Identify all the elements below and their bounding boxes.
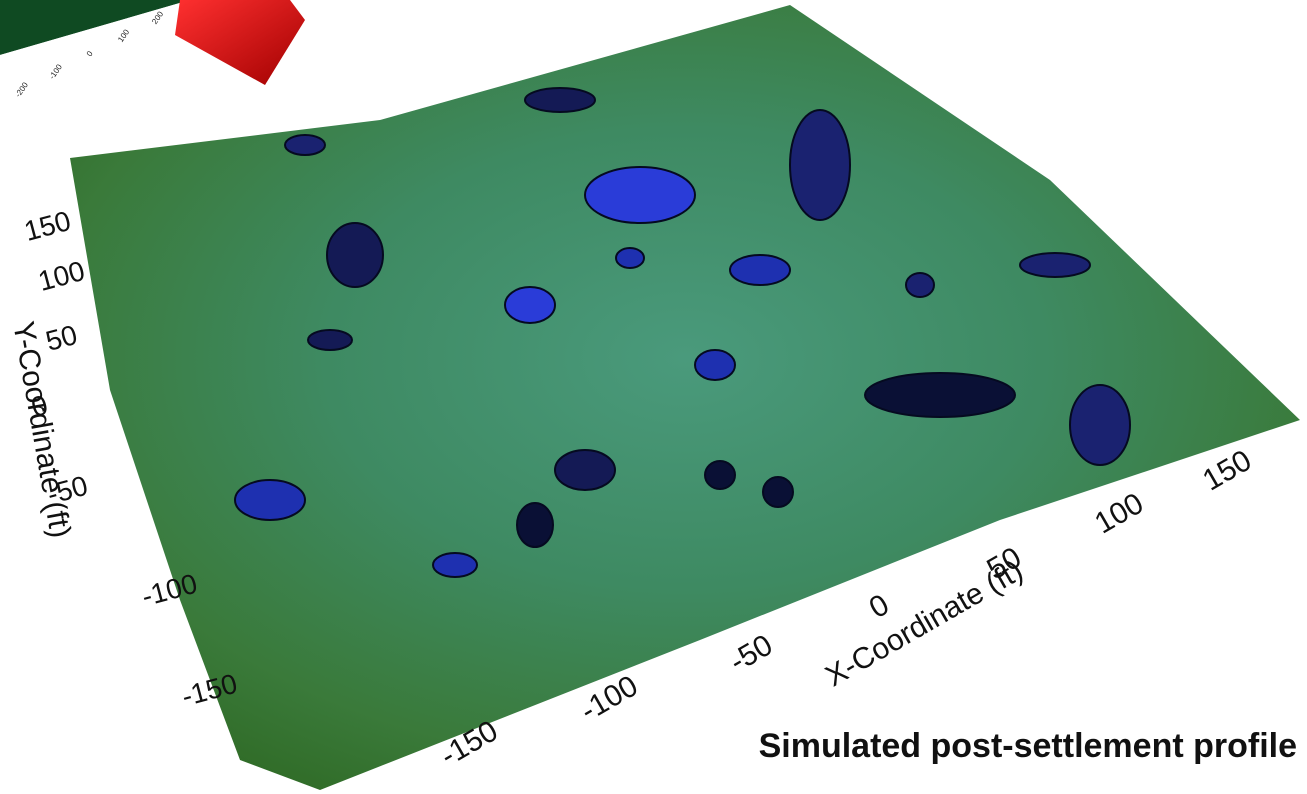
surface-figure: 150100500-50-100-150-150-100-50050100150…: [0, 0, 1307, 794]
y-tick-label: 50: [42, 319, 80, 357]
y-tick-label: 150: [21, 205, 74, 247]
x-tick-label: 100: [1089, 487, 1149, 541]
page: 150100500-50-100-150-150-100-50050100150…: [0, 0, 1307, 794]
y-tick-label: 100: [35, 255, 88, 297]
x-tick-label: 0: [864, 588, 895, 625]
red-arrow: [175, 0, 305, 85]
x-tick-label: -50: [724, 629, 778, 679]
caption: Simulated post-settlement profile: [759, 727, 1297, 765]
x-tick-label: 150: [1197, 444, 1257, 498]
